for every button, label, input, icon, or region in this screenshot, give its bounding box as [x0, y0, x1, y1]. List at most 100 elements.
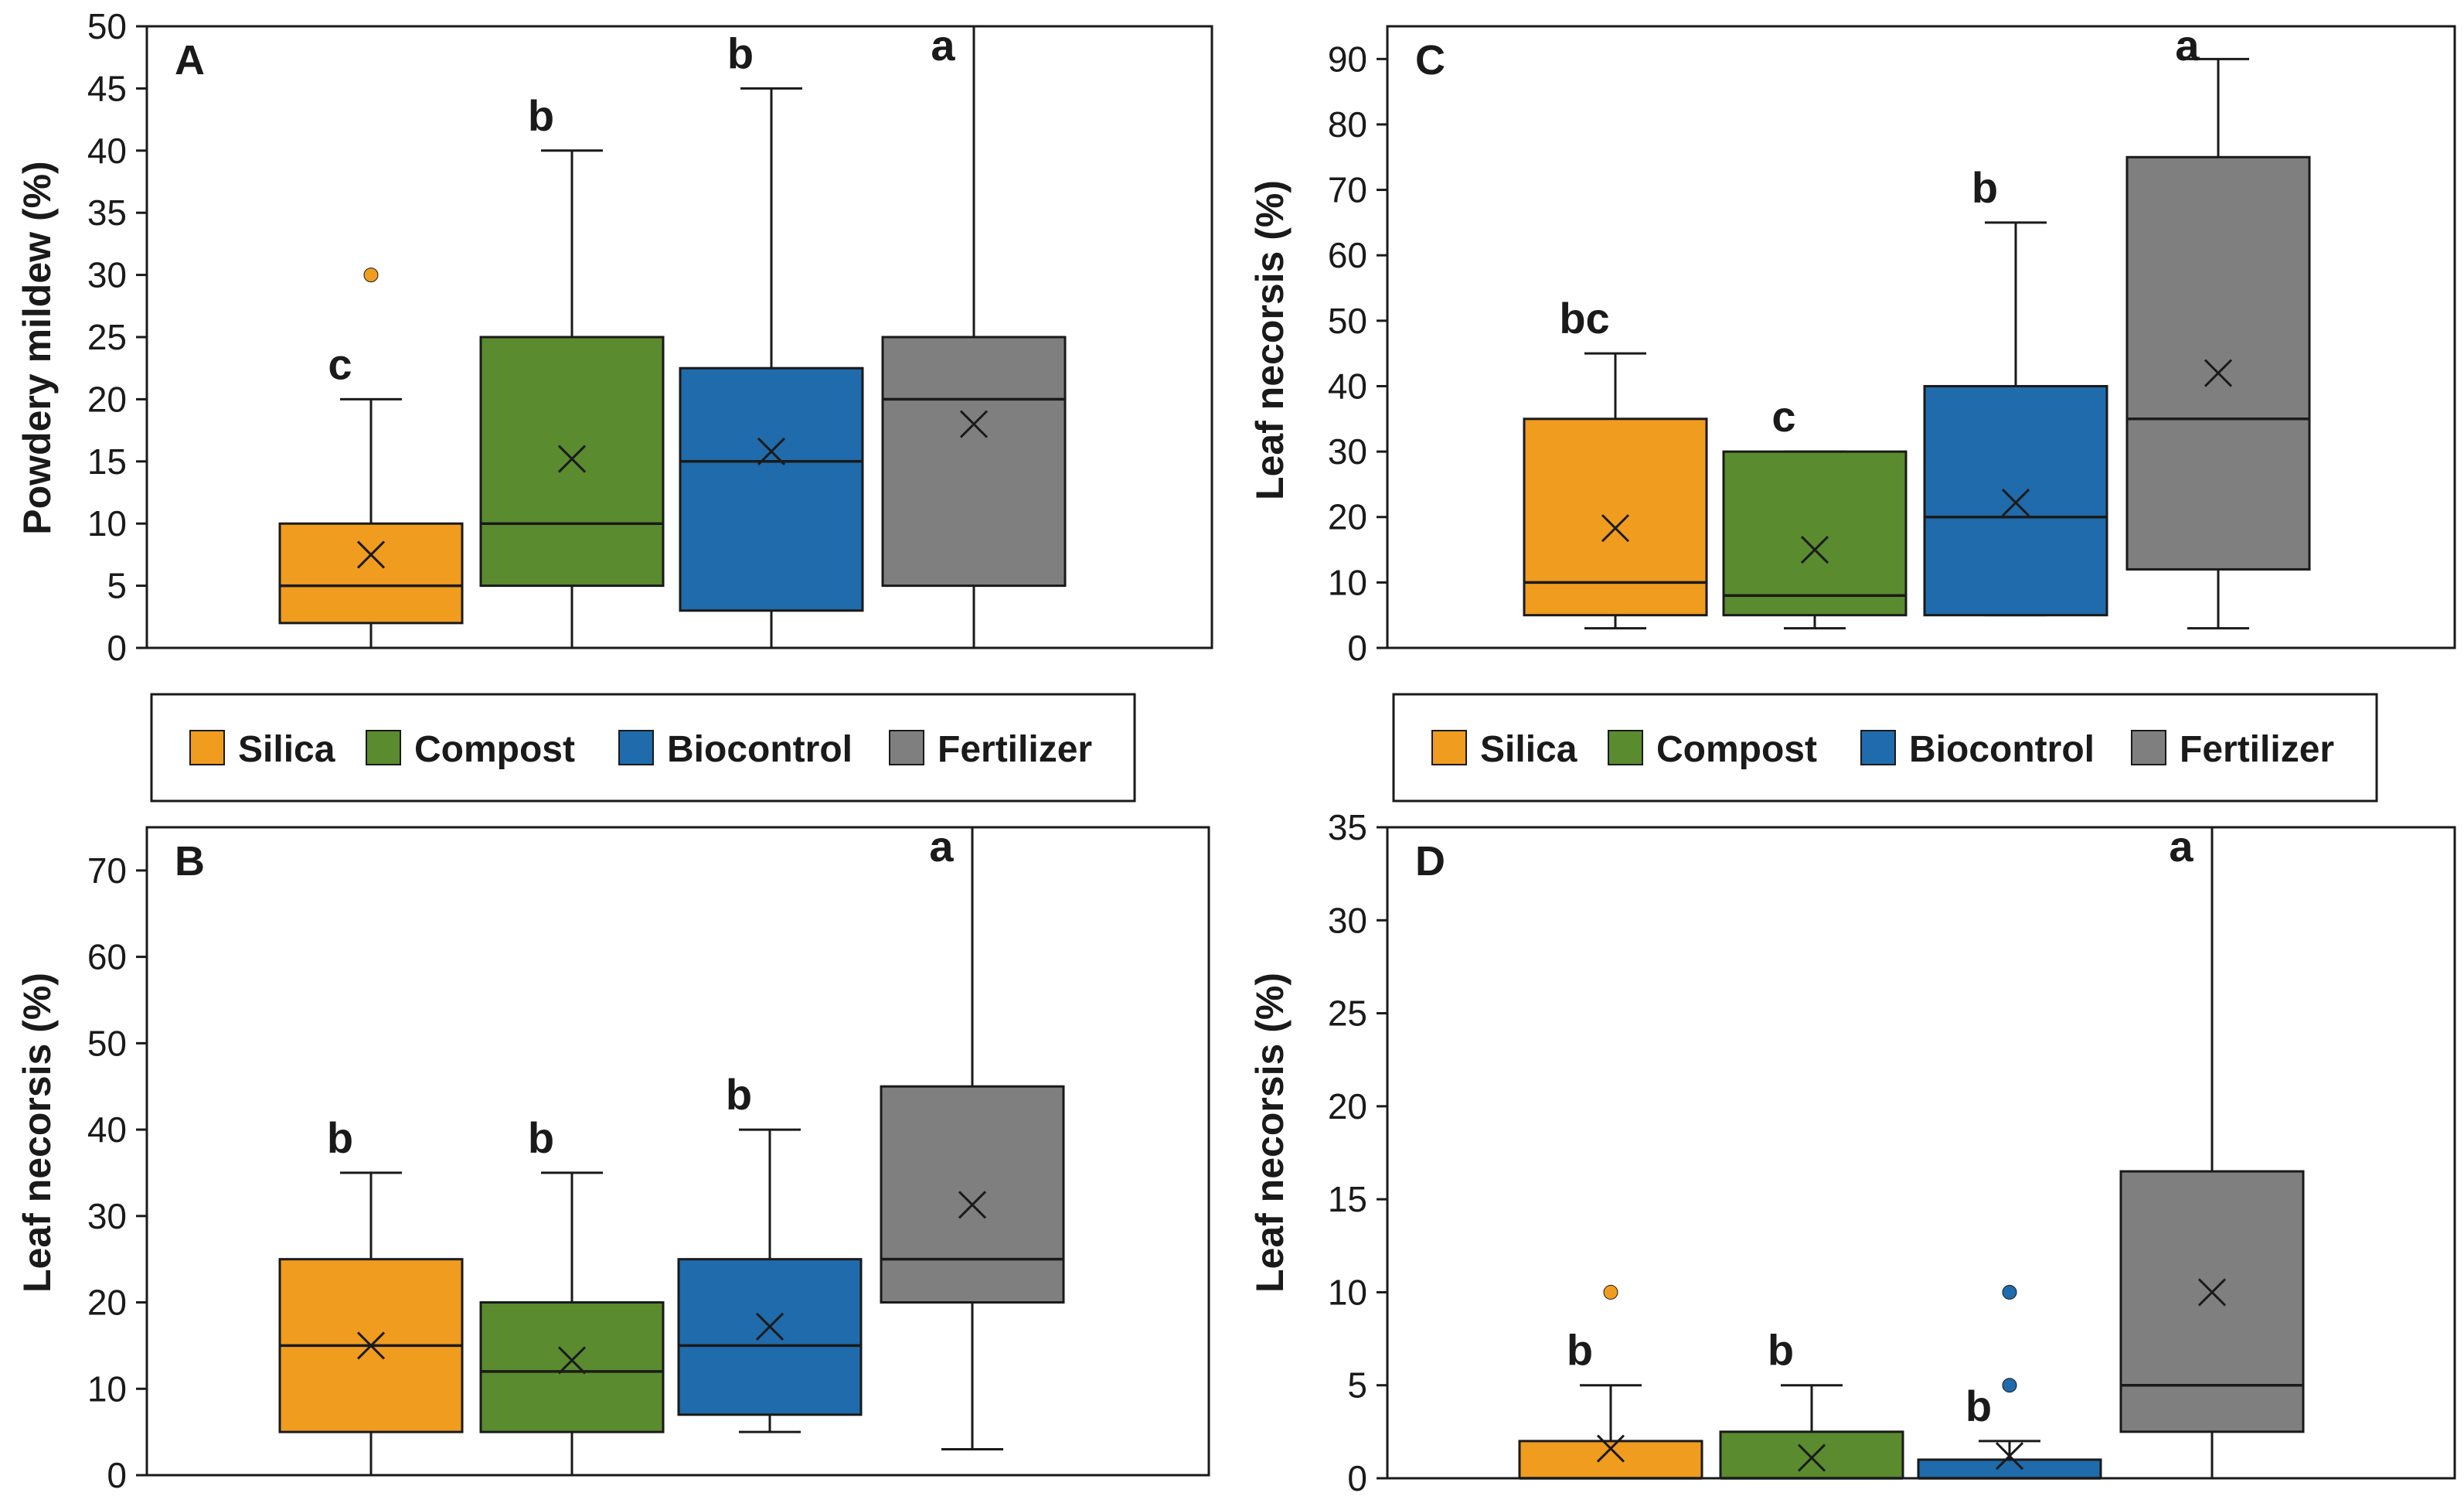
y-tick-label: 25	[1328, 993, 1367, 1034]
panel-a: 0 5 10 15 20 25 30 35 40 45 50 Powdery mildew (%) Ac…	[15, 6, 1213, 668]
y-tick-label: 10	[1328, 562, 1367, 602]
y-tick-label: 20	[1328, 497, 1367, 537]
y-tick-label: 70	[87, 850, 127, 891]
mean-marker	[557, 445, 587, 473]
mean-marker	[1995, 1442, 2024, 1471]
significance-letter: bc	[1559, 294, 1609, 343]
y-tick-label: 30	[87, 1196, 127, 1236]
y-tick-label: 0	[107, 1455, 127, 1495]
legend-swatch-silica	[1431, 730, 1467, 765]
significance-letter: b	[726, 1070, 752, 1119]
significance-letter: b	[327, 1113, 353, 1162]
significance-letter: b	[727, 29, 754, 77]
legend-label-fertilizer: Fertilizer	[2180, 729, 2334, 770]
legend-label-biocontrol: Biocontrol	[1909, 729, 2095, 770]
legend-swatch-compost	[366, 730, 401, 765]
y-tick-label: 5	[107, 566, 127, 606]
box-body	[2125, 155, 2311, 571]
box-compost: b	[479, 91, 665, 649]
y-tick-label: 0	[1347, 1458, 1367, 1498]
mean-marker	[1800, 535, 1829, 564]
legend-label-biocontrol: Biocontrol	[667, 729, 853, 770]
y-tick-label: 20	[87, 1283, 127, 1323]
significance-letter: b	[1567, 1326, 1593, 1375]
y-tick-label: 35	[87, 193, 127, 233]
box-silica: b	[278, 1113, 464, 1477]
box-silica: bc	[1523, 294, 1708, 630]
y-tick-label: 20	[1328, 1086, 1367, 1126]
legend-label-compost: Compost	[1656, 729, 1817, 770]
y-tick-label: 35	[1328, 807, 1367, 847]
legend-swatch-fertilizer	[2131, 730, 2166, 765]
y-tick-label: 80	[1328, 104, 1367, 145]
panel-label: B	[175, 838, 205, 884]
significance-letter: b	[528, 1113, 554, 1162]
box-body	[2119, 1170, 2305, 1433]
outlier-point	[2002, 1378, 2017, 1393]
box-body	[881, 336, 1067, 588]
mean-marker	[2204, 359, 2233, 387]
box-body	[479, 1301, 665, 1433]
box-body	[1923, 384, 2108, 617]
box-compost: b	[479, 1113, 665, 1477]
significance-letter: b	[1965, 1382, 1992, 1430]
box-compost: b	[1719, 1326, 1904, 1480]
outlier-point	[363, 268, 379, 283]
legend-top-left: Silica Compost Biocontrol Fertilizer	[150, 693, 1136, 803]
mean-marker	[1797, 1443, 1826, 1472]
y-axis-title: Leaf necorsis (%)	[1248, 180, 1292, 500]
significance-letter: b	[1768, 1326, 1794, 1375]
panel-label: D	[1415, 838, 1445, 884]
box-biocontrol: b	[677, 1070, 863, 1433]
box-body	[880, 1085, 1065, 1304]
significance-letter: c	[1771, 392, 1795, 441]
mean-marker	[1601, 514, 1630, 543]
y-tick-label: 50	[1328, 301, 1367, 341]
box-body	[679, 366, 864, 612]
y-tick-label: 50	[87, 1023, 127, 1063]
box-biocontrol: b	[1923, 163, 2108, 617]
legend-swatch-silica	[189, 730, 225, 765]
legend-label-silica: Silica	[238, 729, 335, 770]
y-tick-label: 0	[1347, 628, 1367, 668]
box-fertilizer: a	[881, 21, 1067, 649]
y-tick-label: 60	[1328, 235, 1367, 275]
mean-marker	[1596, 1434, 1625, 1463]
box-compost: c	[1722, 392, 1908, 630]
plot-frame	[1386, 25, 2456, 649]
y-tick-label: 20	[87, 379, 127, 419]
y-tick-label: 50	[87, 6, 127, 46]
legend-swatch-compost	[1608, 730, 1643, 765]
panel-d: 0 5 10 15 20 25 30 35 Leaf necorsis (%) Db b b a	[1248, 807, 2456, 1498]
legend-label-silica: Silica	[1480, 729, 1577, 770]
box-body	[677, 1258, 863, 1416]
panel-c: 0 10 20 30 40 50 60 70 80 90 Leaf necorsis (%) Cbc c…	[1248, 21, 2456, 668]
y-tick-label: 90	[1328, 39, 1367, 79]
box-body	[1523, 418, 1708, 617]
y-tick-label: 10	[1328, 1272, 1367, 1312]
box-fertilizer: a	[880, 822, 1065, 1450]
significance-letter: a	[2175, 21, 2200, 70]
plot-frame	[145, 826, 1210, 1477]
mean-marker	[958, 1191, 987, 1219]
y-tick-label: 25	[87, 317, 127, 357]
box-silica: b	[1518, 1284, 1703, 1480]
y-tick-label: 40	[87, 1109, 127, 1150]
significance-letter: b	[528, 91, 554, 140]
significance-letter: a	[2169, 822, 2193, 871]
y-tick-label: 30	[1328, 900, 1367, 940]
box-body	[278, 522, 464, 625]
y-tick-label: 30	[87, 255, 127, 295]
box-biocontrol: b	[679, 29, 864, 649]
y-tick-label: 60	[87, 937, 127, 977]
outlier-point	[2002, 1284, 2017, 1300]
significance-letter: b	[1972, 163, 1998, 212]
significance-letter: a	[929, 822, 954, 871]
significance-letter: a	[931, 21, 955, 70]
y-tick-label: 0	[107, 628, 127, 668]
legend-swatch-biocontrol	[618, 730, 654, 765]
y-tick-label: 45	[87, 68, 127, 108]
mean-marker	[2197, 1278, 2227, 1307]
mean-marker	[2001, 489, 2030, 517]
box-body	[1917, 1458, 2102, 1480]
